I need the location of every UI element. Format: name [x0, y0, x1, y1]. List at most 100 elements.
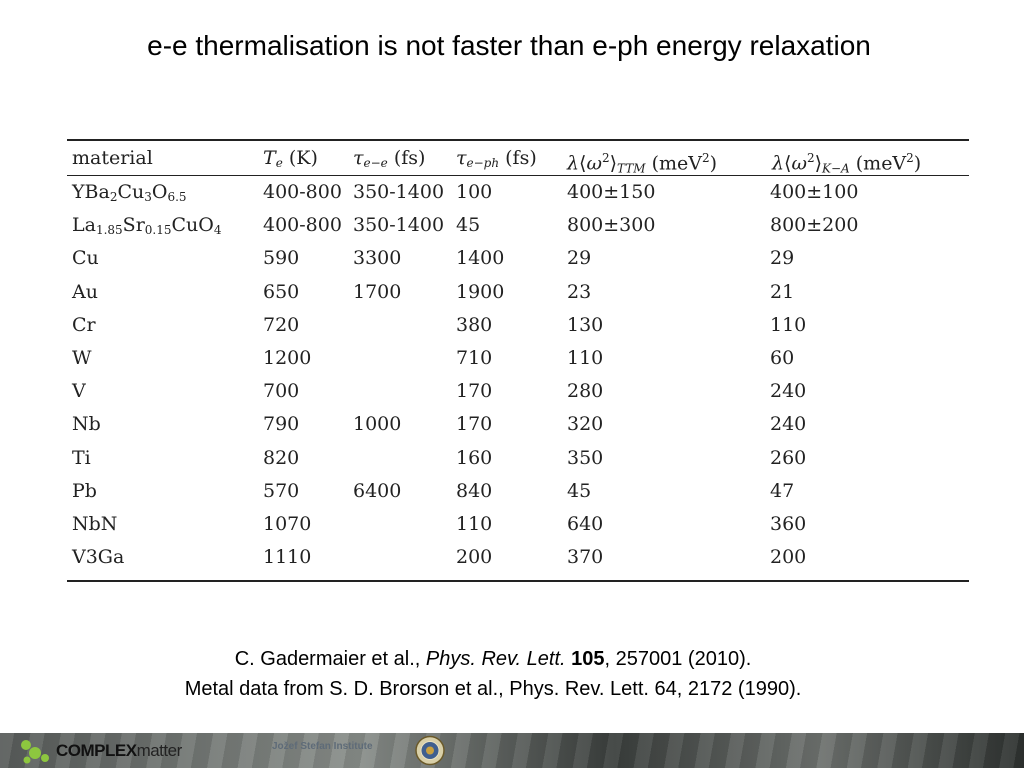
table-row: YBa2Cu3O6.5 400-800 350-1400 100 400±150 400±… [67, 176, 969, 209]
cell-material: Au [72, 280, 98, 303]
cell-material: V [72, 380, 86, 403]
cell-te: 570 [263, 479, 300, 502]
institute-name: Jožef Stefan Institute [272, 741, 373, 752]
cell-lambda-ka: 60 [770, 346, 795, 369]
cell-lambda-ttm: 130 [567, 313, 604, 336]
cell-tau-eph: 200 [456, 546, 493, 569]
table-row: Cr 720 380 130 110 [67, 309, 969, 342]
header-lambda-ttm: λ⟨ω2⟩TTM (meV2) [567, 151, 718, 176]
table-row: Ti 820 160 350 260 [67, 442, 969, 475]
cell-lambda-ka: 240 [770, 413, 807, 436]
citation-metal-data: Metal data from S. D. Brorson et al., Ph… [184, 678, 802, 700]
cell-lambda-ttm: 400±150 [567, 181, 656, 203]
cell-tau-ee: 6400 [353, 479, 402, 502]
header-material: material [72, 147, 153, 169]
cell-te: 400-800 [263, 214, 342, 237]
complex-matter-logo-icon [21, 739, 49, 763]
cell-lambda-ttm: 29 [567, 247, 592, 270]
cell-lambda-ka: 400±100 [770, 181, 859, 203]
table-header-rule [67, 175, 969, 176]
cell-te: 1200 [263, 346, 312, 369]
table-row: Nb 790 1000 170 320 240 [67, 408, 969, 441]
logo-thin-text: matter [136, 740, 183, 760]
table-row: La1.85Sr0.15CuO4 400-800 350-1400 45 800±300… [67, 209, 969, 242]
cell-tau-ee: 1000 [353, 413, 402, 436]
cell-lambda-ttm: 280 [567, 380, 604, 403]
cell-te: 400-800 [263, 181, 342, 203]
cell-te: 1070 [263, 512, 312, 535]
cell-material: NbN [72, 512, 118, 535]
cell-lambda-ka: 260 [770, 446, 807, 469]
cell-lambda-ka: 360 [770, 512, 807, 535]
cell-material: Nb [72, 413, 101, 436]
cell-material: W [72, 346, 92, 369]
cell-tau-eph: 1400 [456, 247, 505, 270]
cell-material: Cu [72, 247, 99, 270]
cell-lambda-ttm: 45 [567, 479, 592, 502]
cell-tau-eph: 1900 [456, 280, 505, 303]
footer-bar: COMPLEXmatter Jožef Stefan Institute [0, 733, 1024, 768]
data-table: material Te (K) τe−e (fs) τe−ph (fs) λ⟨ω… [67, 139, 969, 583]
cell-te: 590 [263, 247, 300, 270]
cell-te: 720 [263, 313, 300, 336]
cell-tau-eph: 170 [456, 413, 493, 436]
cell-material: Pb [72, 479, 97, 502]
cell-lambda-ka: 240 [770, 380, 807, 403]
cell-tau-eph: 170 [456, 380, 493, 403]
table-row: V3Ga 1110 200 370 200 [67, 541, 969, 574]
cell-lambda-ka: 47 [770, 479, 795, 502]
cell-lambda-ka: 29 [770, 247, 795, 270]
cell-lambda-ttm: 370 [567, 546, 604, 569]
cell-lambda-ttm: 640 [567, 512, 604, 535]
cell-lambda-ttm: 350 [567, 446, 604, 469]
cell-material: YBa2Cu3O6.5 [72, 181, 187, 204]
cell-te: 790 [263, 413, 300, 436]
table-row: W 1200 710 110 60 [67, 342, 969, 375]
cell-tau-eph: 110 [456, 512, 493, 535]
cell-material: Cr [72, 313, 96, 336]
table-header-row: material Te (K) τe−e (fs) τe−ph (fs) λ⟨ω… [67, 141, 969, 175]
cell-lambda-ttm: 110 [567, 346, 604, 369]
cell-lambda-ttm: 800±300 [567, 214, 656, 237]
cell-tau-eph: 100 [456, 181, 493, 203]
citation-journal: Phys. Rev. Lett. [425, 648, 566, 670]
cell-tau-ee: 350-1400 [353, 214, 445, 237]
citation-pages: , 257001 (2010). [604, 648, 752, 670]
table-row: Au 650 1700 1900 23 21 [67, 276, 969, 309]
logo-bold-text: COMPLEX [56, 740, 137, 760]
cell-tau-eph: 45 [456, 214, 481, 237]
cell-tau-ee: 350-1400 [353, 181, 445, 203]
cell-te: 650 [263, 280, 300, 303]
cell-te: 820 [263, 446, 300, 469]
cell-lambda-ka: 800±200 [770, 214, 859, 237]
cell-tau-eph: 840 [456, 479, 493, 502]
cell-lambda-ttm: 320 [567, 413, 604, 436]
cell-lambda-ttm: 23 [567, 280, 592, 303]
cell-tau-eph: 710 [456, 346, 493, 369]
citation-primary: C. Gadermaier et al., Phys. Rev. Lett. 1… [0, 644, 986, 674]
cell-tau-eph: 160 [456, 446, 493, 469]
cell-material: Ti [72, 446, 91, 469]
cell-lambda-ka: 200 [770, 546, 807, 569]
cell-material: V3Ga [72, 546, 125, 569]
logo-wordmark: COMPLEXmatter [56, 741, 182, 761]
complex-matter-logo: COMPLEXmatter [18, 735, 182, 766]
slide-title: e-e thermalisation is not faster than e-… [147, 30, 871, 61]
cell-lambda-ka: 110 [770, 313, 807, 336]
citation-authors: C. Gadermaier et al., [234, 648, 426, 670]
table-row: Cu 590 3300 1400 29 29 [67, 242, 969, 275]
table-bottom-rule [67, 580, 969, 583]
table-row: NbN 1070 110 640 360 [67, 508, 969, 541]
header-tau-ee: τe−e (fs) [353, 147, 426, 170]
header-te: Te (K) [263, 147, 318, 170]
cell-material: La1.85Sr0.15CuO4 [72, 214, 222, 238]
table-body: YBa2Cu3O6.5 400-800 350-1400 100 400±150 400±… [67, 176, 969, 574]
institute-seal-icon [415, 735, 445, 766]
header-tau-eph: τe−ph (fs) [456, 147, 537, 170]
table-row: Pb 570 6400 840 45 47 [67, 475, 969, 508]
cell-te: 700 [263, 380, 300, 403]
cell-tau-ee: 1700 [353, 280, 402, 303]
cell-tau-ee: 3300 [353, 247, 402, 270]
header-lambda-ka: λ⟨ω2⟩K−A (meV2) [772, 151, 922, 176]
cell-te: 1110 [263, 546, 312, 569]
